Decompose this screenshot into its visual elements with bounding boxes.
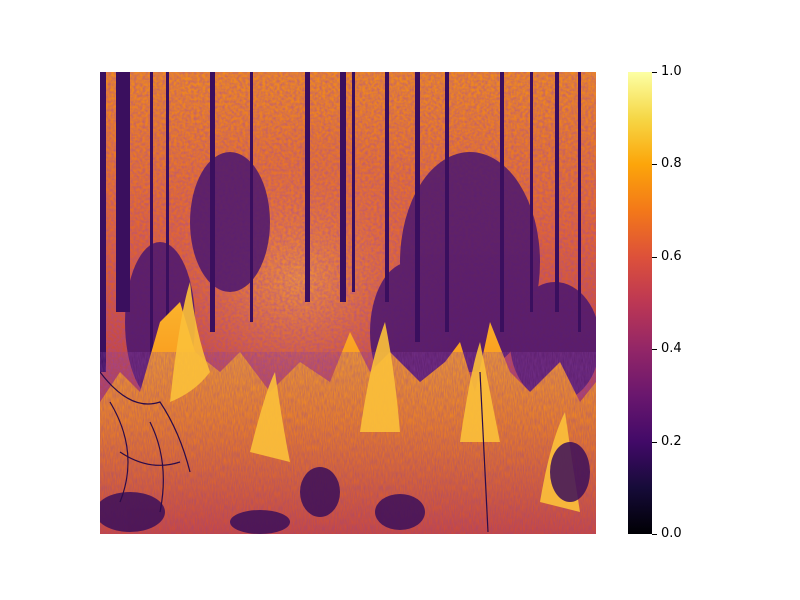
colorbar-tick xyxy=(652,441,657,443)
colorbar-tick-label: 0.0 xyxy=(661,526,682,541)
colorbar-tick xyxy=(652,164,657,166)
colorbar-tick xyxy=(652,72,657,73)
colorbar-tick-label: 0.2 xyxy=(661,433,682,449)
colorbar-tick-label: 0.8 xyxy=(661,156,682,172)
colorbar-tick xyxy=(652,256,657,258)
colorbar-tick xyxy=(652,534,657,535)
colorbar-tick-label: 0.6 xyxy=(661,248,682,264)
colorbar xyxy=(628,72,652,534)
heatmap-image xyxy=(100,72,596,534)
colorbar-tick xyxy=(652,349,657,351)
colorbar-tick-label: 0.4 xyxy=(661,341,682,357)
colorbar-tick-label: 1.0 xyxy=(661,64,682,79)
